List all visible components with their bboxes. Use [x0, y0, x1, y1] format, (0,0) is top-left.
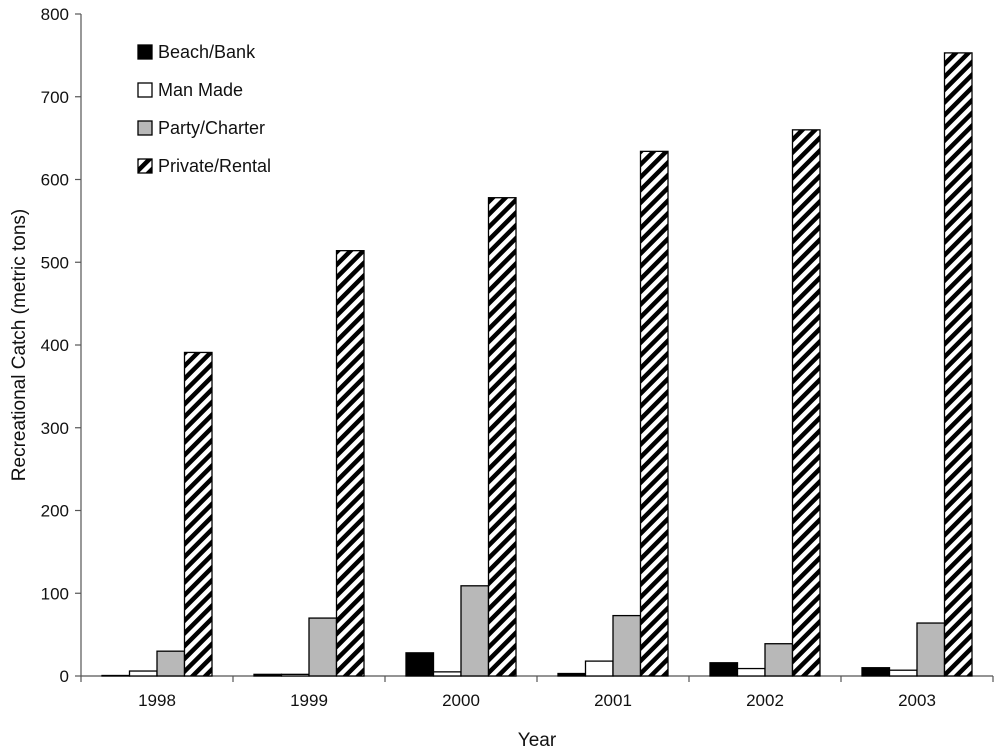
- x-tick-label: 2000: [442, 691, 480, 710]
- y-tick-label: 600: [41, 171, 69, 190]
- x-tick-label: 1999: [290, 691, 328, 710]
- bar-private-rental-2002: [791, 129, 821, 677]
- bar-man-made-1998: [128, 670, 158, 677]
- legend-label-man-made: Man Made: [158, 80, 243, 100]
- x-tick-label: 1998: [138, 691, 176, 710]
- legend-swatch-beach-bank: [137, 44, 153, 60]
- bar-man-made-2001: [584, 660, 614, 677]
- x-tick-label: 2001: [594, 691, 632, 710]
- legend-swatch-man-made: [137, 82, 153, 98]
- legend-label-beach-bank: Beach/Bank: [158, 42, 256, 62]
- bar-party-charter-1998: [156, 650, 186, 677]
- y-tick-label: 300: [41, 419, 69, 438]
- bar-private-rental-2003: [943, 52, 973, 677]
- legend: Beach/Bank Man Made Party/Charter Private/R…: [137, 42, 271, 176]
- bar-private-rental-2001: [639, 150, 669, 677]
- bar-man-made-2002: [736, 667, 766, 677]
- bar-party-charter-1999: [308, 617, 338, 677]
- bar-man-made-2003: [888, 669, 918, 677]
- y-tick-label: 0: [60, 667, 69, 686]
- y-tick-label: 500: [41, 253, 69, 272]
- bar-beach-bank-2003: [861, 667, 891, 677]
- y-tick-label: 800: [41, 5, 69, 24]
- x-tick-label: 2002: [746, 691, 784, 710]
- bar-party-charter-2000: [460, 585, 490, 677]
- bar-beach-bank-2000: [405, 652, 435, 677]
- legend-label-private-rental: Private/Rental: [158, 156, 271, 176]
- legend-swatch-private-rental: [137, 158, 153, 174]
- x-axis-title: Year: [518, 730, 557, 751]
- bars: [101, 52, 973, 677]
- axes: 0 100 200 300 400 500 600 700 800 1998 1999 2000 200…: [41, 5, 994, 710]
- bar-beach-bank-1999: [253, 673, 283, 677]
- bar-party-charter-2003: [916, 622, 946, 677]
- bar-beach-bank-1998: [101, 674, 131, 677]
- bar-man-made-1999: [280, 673, 310, 677]
- bar-party-charter-2002: [764, 643, 794, 677]
- bar-beach-bank-2001: [557, 672, 587, 677]
- y-tick-label: 100: [41, 584, 69, 603]
- x-tick-label: 2003: [898, 691, 936, 710]
- bar-man-made-2000: [432, 671, 462, 677]
- bar-private-rental-1999: [335, 250, 365, 677]
- y-tick-label: 700: [41, 88, 69, 107]
- bar-beach-bank-2002: [709, 662, 739, 677]
- bar-private-rental-1998: [183, 351, 213, 677]
- bar-private-rental-2000: [487, 197, 517, 677]
- y-tick-label: 400: [41, 336, 69, 355]
- y-tick-label: 200: [41, 502, 69, 521]
- legend-label-party-charter: Party/Charter: [158, 118, 265, 138]
- y-axis-title: Recreational Catch (metric tons): [9, 209, 30, 481]
- bar-party-charter-2001: [612, 614, 642, 677]
- legend-swatch-party-charter: [137, 120, 153, 136]
